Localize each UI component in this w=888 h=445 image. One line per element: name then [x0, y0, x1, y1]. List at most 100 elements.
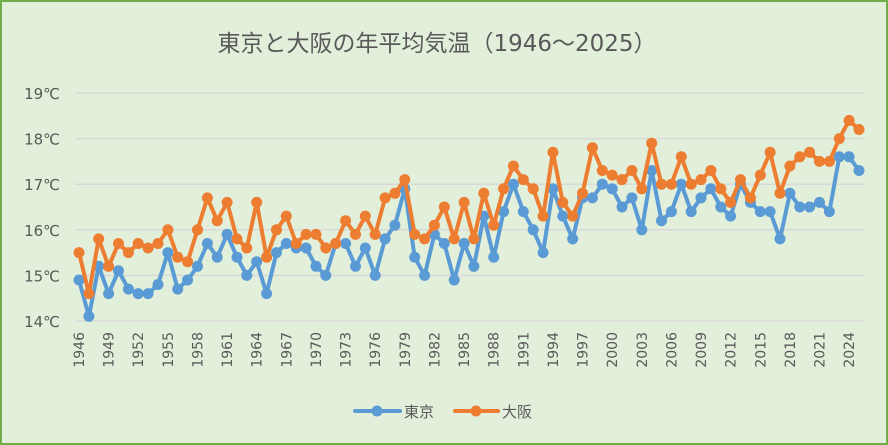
data-point [468, 233, 480, 245]
data-point [172, 251, 184, 263]
x-axis-tick-labels: 1946 1949 1952 1955 1958 1961 1964 1967 1970 1973… [72, 332, 858, 368]
data-point [182, 274, 194, 286]
data-point [537, 210, 549, 222]
x-tick-label: 2009 [694, 332, 710, 368]
data-point [606, 169, 618, 181]
x-tick-label: 1976 [368, 332, 384, 368]
data-point [705, 165, 717, 176]
data-point [231, 251, 243, 263]
data-point [567, 210, 579, 222]
legend-label-osaka: 大阪 [502, 403, 532, 421]
data-point [715, 201, 727, 213]
gridlines [75, 92, 864, 322]
x-tick-label: 1946 [72, 332, 88, 368]
data-point [340, 238, 352, 249]
data-point [310, 228, 322, 240]
x-tick-label: 2006 [664, 332, 680, 368]
data-point [616, 201, 628, 213]
data-point [823, 155, 835, 167]
data-point [221, 228, 233, 240]
data-point [586, 192, 598, 204]
data-point [488, 219, 500, 231]
data-point [162, 224, 174, 236]
data-point [754, 206, 766, 218]
data-point [211, 251, 223, 263]
data-point [379, 233, 391, 245]
x-tick-label: 2021 [813, 332, 829, 368]
data-point [330, 238, 342, 249]
data-point [814, 196, 825, 208]
data-point [458, 238, 470, 249]
data-point [754, 169, 766, 181]
data-point [428, 219, 440, 231]
data-point [764, 146, 776, 158]
data-point [152, 238, 164, 249]
data-point [192, 260, 203, 272]
y-tick-label: 15℃ [24, 267, 60, 285]
data-point [438, 201, 450, 213]
data-point [241, 269, 253, 281]
data-point [300, 242, 312, 254]
data-point [626, 192, 638, 204]
data-point [507, 160, 519, 172]
data-point [665, 206, 677, 218]
data-point [201, 192, 213, 204]
data-point [567, 233, 579, 245]
data-point [656, 215, 667, 227]
x-tick-label: 1955 [161, 332, 177, 368]
x-tick-label: 1964 [250, 332, 266, 368]
data-point [794, 201, 806, 213]
data-point [271, 224, 282, 236]
data-point [280, 210, 292, 222]
data-point [103, 288, 115, 300]
x-tick-label: 1997 [576, 332, 592, 368]
data-point [350, 228, 361, 240]
data-point [211, 215, 223, 227]
data-point [814, 155, 825, 167]
data-point [498, 206, 510, 218]
data-point [468, 260, 480, 272]
series-osaka [73, 114, 865, 300]
data-point [695, 192, 707, 204]
x-tick-label: 1973 [339, 332, 355, 368]
y-tick-label: 18℃ [24, 131, 60, 149]
data-point [132, 288, 144, 300]
data-point [725, 210, 737, 222]
x-tick-label: 1967 [279, 332, 295, 368]
data-point [379, 192, 391, 204]
data-point [389, 187, 401, 199]
data-point [478, 187, 490, 199]
x-tick-label: 1982 [427, 332, 443, 368]
data-point [735, 174, 746, 186]
data-point [83, 310, 95, 322]
data-point [843, 114, 855, 126]
data-point [83, 288, 95, 300]
data-point [626, 165, 638, 176]
data-point [636, 183, 648, 195]
data-point [290, 238, 302, 249]
data-point [675, 178, 687, 190]
data-point [586, 142, 598, 154]
data-point [596, 165, 608, 176]
data-point [557, 210, 569, 222]
data-point [517, 174, 529, 186]
data-point [804, 201, 816, 213]
data-point [389, 219, 401, 231]
data-point [656, 178, 667, 190]
data-point [715, 183, 727, 195]
data-point [833, 133, 845, 145]
data-point [310, 260, 322, 272]
data-point [606, 183, 618, 195]
data-point [152, 279, 164, 290]
data-point [192, 224, 203, 236]
x-tick-label: 2003 [635, 332, 651, 368]
data-point [833, 151, 845, 163]
y-tick-label: 17℃ [24, 176, 60, 194]
x-tick-label: 1988 [487, 332, 503, 368]
data-point [300, 228, 312, 240]
data-point [320, 269, 332, 281]
data-point [142, 242, 154, 254]
data-point [646, 137, 658, 149]
x-tick-label: 1979 [398, 332, 414, 368]
